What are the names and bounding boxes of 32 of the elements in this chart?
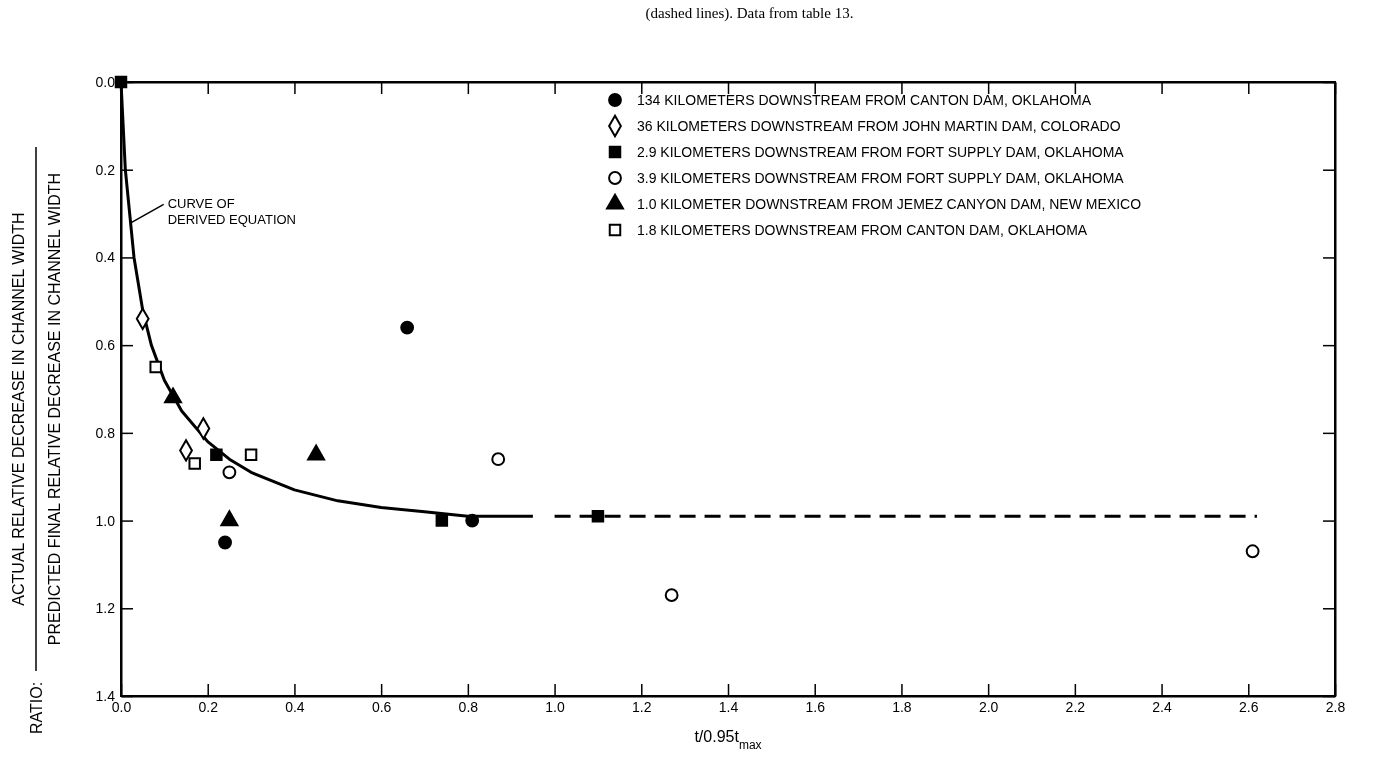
legend-label: 36 KILOMETERS DOWNSTREAM FROM JOHN MARTIN DAM, COLORADO (637, 118, 1121, 134)
x-tick-label: 2.2 (1065, 698, 1086, 715)
y-tick-label: 0.6 (95, 337, 116, 354)
x-tick-label: 1.8 (892, 698, 912, 715)
x-tick-label: 2.4 (1152, 698, 1173, 715)
legend-label: 2.9 KILOMETERS DOWNSTREAM FROM FORT SUPPLY DAM, OKLAHOMA (637, 144, 1125, 160)
legend-label: 1.8 KILOMETERS DOWNSTREAM FROM CANTON DAM, OKLAHOMA (637, 222, 1088, 238)
y-tick-label: 0.8 (95, 424, 116, 441)
x-tick-label: 1.4 (718, 698, 739, 715)
x-tick-label: 2.6 (1239, 698, 1259, 715)
y-tick-label: 0.4 (95, 249, 116, 266)
annotation: CURVE OF DERIVED EQUATION (167, 196, 297, 228)
x-tick-label: 2.8 (1325, 698, 1346, 715)
y-tick-label: 0.2 (95, 161, 116, 178)
x-tick-label: 0.2 (198, 698, 219, 715)
x-tick-label: 0.6 (371, 698, 392, 715)
x-axis-title: t/0.95t$_{max}$ (694, 728, 762, 752)
legend-label: 1.0 KILOMETER DOWNSTREAM FROM JEMEZ CANYON DAM, NEW MEXICO (637, 196, 1142, 212)
legend-label: 134 KILOMETERS DOWNSTREAM FROM CANTON DAM, OKLAHOMA (637, 92, 1092, 108)
y-tick-label: 1.0 (95, 512, 116, 529)
x-tick-label: 0.4 (285, 698, 305, 715)
x-tick-label: 2.0 (978, 698, 999, 715)
y-tick-label: 0.0 (95, 73, 116, 90)
x-tick-label: 1.6 (805, 698, 826, 715)
x-tick-label: 0.8 (458, 698, 479, 715)
y-tick-label: 1.4 (95, 687, 116, 704)
chart-title: (dashed lines). Data from table 13. (645, 5, 854, 22)
x-tick-label: 1.0 (545, 698, 566, 715)
y-tick-label: 1.2 (95, 600, 116, 617)
legend-label: 3.9 KILOMETERS DOWNSTREAM FROM FORT SUPPLY DAM, OKLAHOMA (637, 170, 1125, 186)
text: RATIO: ACTUAL RELATIVE DECREASE IN CHANNEL WIDTH PREDICTED FINAL RELATIVE DECREASE IN CHANNEL WIDTH (10, 172, 63, 734)
x-tick-label: 1.2 (632, 698, 652, 715)
